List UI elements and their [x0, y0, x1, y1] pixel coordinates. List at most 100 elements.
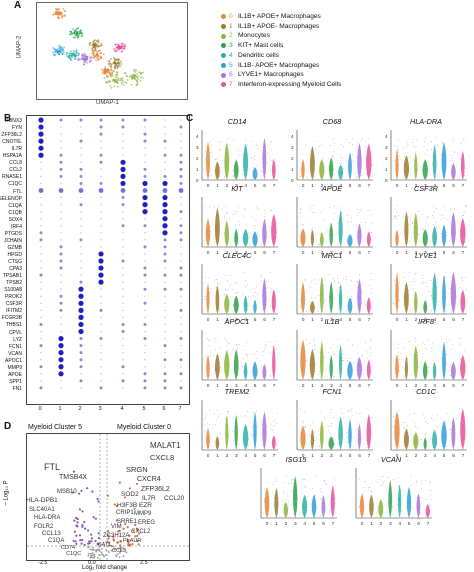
violin-point — [346, 310, 348, 312]
violin-point — [232, 170, 234, 171]
umap-cell — [115, 50, 118, 53]
violin-point — [415, 151, 417, 153]
violin-point — [264, 209, 266, 211]
violin-point — [441, 302, 442, 304]
volcano-point — [127, 543, 130, 546]
violin-gene-title: CLEC4C — [222, 251, 252, 260]
dotplot-dot — [163, 287, 167, 291]
violin-shape — [242, 229, 249, 247]
umap-cell — [94, 55, 97, 58]
violin-point — [370, 272, 372, 274]
violin-shape — [243, 143, 249, 180]
dotplot-dot — [100, 203, 102, 206]
violin-x-tick: 6 — [358, 383, 361, 389]
violin-point — [380, 484, 381, 486]
violin-shape — [404, 281, 409, 314]
violin-point — [460, 159, 461, 161]
violin-shape — [234, 414, 238, 450]
violin-point — [284, 481, 285, 483]
violin-point — [367, 352, 369, 354]
dotplot-dot — [122, 351, 124, 354]
violin-point — [305, 426, 306, 428]
violin-point — [441, 214, 443, 216]
volcano-point — [136, 539, 139, 543]
violin-point — [343, 359, 344, 361]
violin-point — [333, 376, 335, 377]
violin-y-tick: 3 — [196, 145, 199, 150]
violin-point — [209, 206, 210, 208]
dotplot-dot — [60, 182, 62, 185]
violin-point — [406, 425, 408, 426]
violin-point — [362, 493, 363, 495]
violin-point — [356, 358, 358, 360]
violin-point — [255, 358, 257, 360]
dotplot-dots — [38, 117, 184, 390]
violin-point — [264, 213, 266, 215]
volcano-gene-label: TMSB4X — [59, 474, 88, 481]
violin-point — [431, 155, 433, 157]
volcano-point — [117, 547, 120, 550]
violin-x-tick: 1 — [405, 183, 408, 189]
umap-cell — [106, 81, 109, 84]
umap-cell — [120, 47, 123, 50]
violin-shape — [272, 344, 276, 380]
dotplot-x-tick: 2 — [78, 406, 82, 412]
dotplot-dot — [40, 267, 42, 269]
dotplot-dot — [38, 124, 44, 130]
volcano-point — [83, 543, 86, 547]
violin-x-tick: 2 — [226, 317, 229, 323]
dotplot-dot — [58, 188, 64, 193]
violin-point — [270, 374, 271, 376]
violin-shape — [432, 430, 438, 450]
violin-point — [264, 498, 265, 500]
violin-point — [300, 176, 302, 178]
violin-point — [424, 137, 426, 139]
umap-cell — [116, 85, 119, 88]
violin-point — [427, 230, 429, 231]
volcano-point — [101, 553, 103, 556]
violin-point — [394, 145, 396, 147]
umap-cell — [113, 85, 116, 88]
violin-point — [402, 359, 404, 361]
violin-x-tick: 7 — [368, 250, 371, 256]
violin-point — [433, 428, 435, 430]
violin-shape — [206, 428, 210, 450]
dotplot-dot — [122, 133, 124, 135]
dotplot-dot — [59, 294, 63, 298]
violin-point — [314, 341, 315, 343]
violin-point — [207, 422, 209, 424]
dotplot-dot — [99, 337, 103, 341]
panel-a-letter: A — [14, 0, 22, 11]
violin-point — [410, 476, 412, 477]
violin-shape — [319, 276, 324, 314]
violin-point — [436, 286, 438, 288]
violin-point — [313, 205, 314, 206]
dotplot-dot — [164, 281, 166, 283]
violin-point — [428, 291, 430, 292]
dotplot-gene-label: C1QA — [8, 202, 22, 209]
violin-point — [209, 141, 211, 143]
violin-point — [365, 342, 367, 344]
volcano-point — [107, 530, 110, 533]
dotplot-dot — [100, 196, 102, 199]
violin-point — [252, 140, 253, 142]
volcano-gene-label: CCL3 — [112, 548, 127, 554]
volcano-point — [76, 521, 79, 524]
violin-point — [450, 364, 451, 366]
dotplot-dot — [40, 182, 42, 185]
violin-point — [312, 488, 314, 490]
violin-point — [391, 514, 393, 515]
dotplot-dot — [40, 302, 42, 305]
volcano-point — [103, 545, 106, 548]
violin-point — [241, 294, 243, 295]
volcano-gene-label: CXCL8 — [150, 453, 175, 462]
violin-x-tick: 2 — [321, 183, 324, 189]
violin-point — [257, 298, 258, 300]
dotplot-dot — [100, 239, 102, 241]
dotplot-dot — [144, 161, 146, 164]
violin-point — [273, 496, 275, 498]
violin-x-tick: 2 — [321, 317, 324, 323]
violin-point — [347, 360, 349, 362]
violin-point — [327, 169, 329, 170]
violin-point — [428, 503, 430, 505]
